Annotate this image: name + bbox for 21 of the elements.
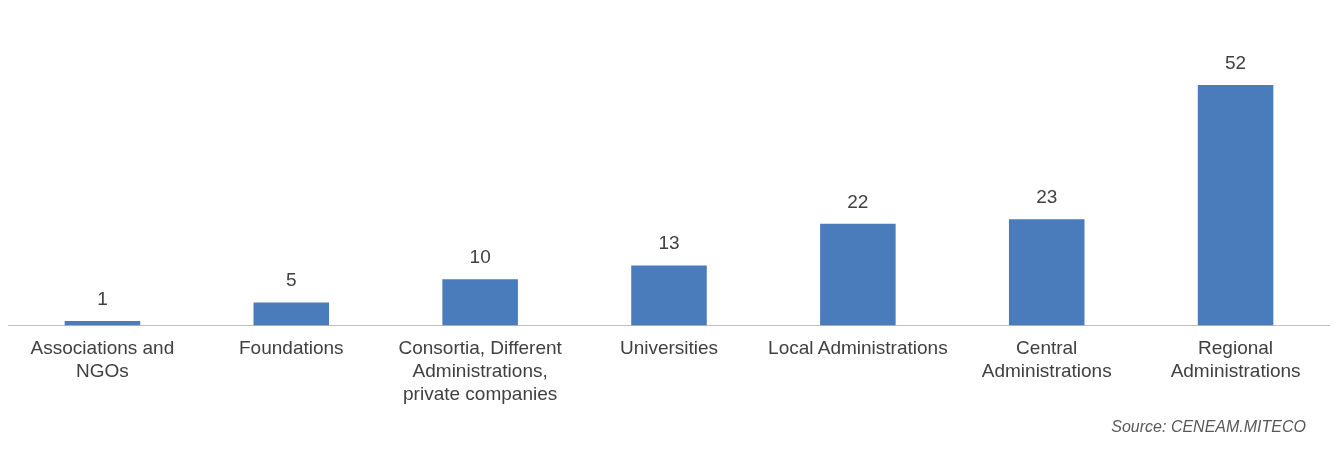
data-label: 52 — [1225, 51, 1247, 73]
data-label: 13 — [658, 232, 680, 254]
bar — [631, 265, 707, 326]
data-label: 1 — [97, 287, 108, 309]
x-tick-label: Foundations — [239, 337, 344, 359]
x-tick-label: Regional Administrations — [1170, 337, 1301, 382]
data-label: 5 — [286, 269, 297, 291]
data-label: 23 — [1036, 185, 1058, 207]
bar — [820, 223, 896, 326]
data-label: 22 — [847, 190, 869, 212]
bar — [253, 302, 330, 326]
x-tick-label: Universities — [619, 337, 719, 359]
source-note: Source: CENEAM.MITECO — [1110, 418, 1307, 436]
x-tick-label: Local Administrations — [768, 337, 948, 359]
data-label: 10 — [469, 246, 491, 268]
bar — [442, 279, 518, 326]
x-tick-label: Associations and NGOs — [30, 337, 175, 382]
bar — [1008, 219, 1085, 326]
x-tick-label: Consortia, Different Administrations, private companies — [398, 337, 563, 404]
x-tick-label: Central Administrations — [981, 337, 1112, 382]
bar — [1197, 85, 1274, 326]
